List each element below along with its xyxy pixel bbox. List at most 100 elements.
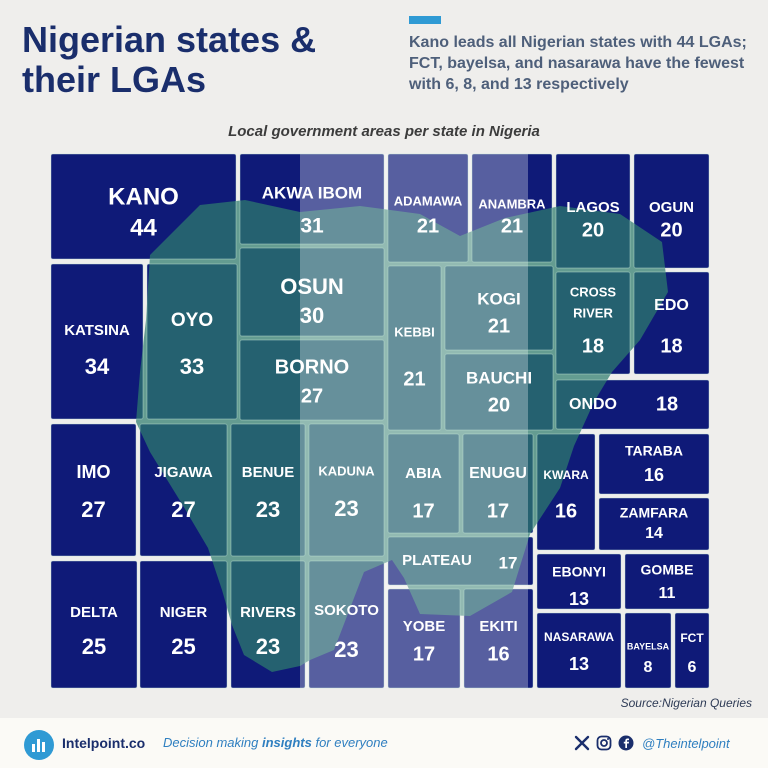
- tile-value-kaduna: 23: [334, 496, 358, 521]
- tile-gombe: [625, 554, 709, 609]
- tile-value-taraba: 16: [644, 465, 664, 485]
- tile-value-katsina: 34: [85, 354, 110, 379]
- tile-label-rivers: RIVERS: [240, 604, 296, 621]
- tile-zamfara: [599, 498, 709, 550]
- tile-value-bauchi: 20: [488, 394, 510, 416]
- tile-value-kogi: 21: [488, 315, 510, 337]
- tile-label-bayelsa: BAYELSA: [627, 641, 670, 651]
- tile-label-ondo: ONDO: [569, 396, 617, 413]
- tile-label-ekiti: EKITI: [479, 618, 517, 635]
- tile-border: [444, 353, 554, 431]
- tile-label-kogi: KOGI: [477, 289, 520, 308]
- tile-border: [555, 379, 710, 430]
- tile-label-anambra: ANAMBRA: [478, 196, 546, 211]
- tile-borders: [50, 153, 710, 689]
- tile-value-rivers: 23: [256, 634, 280, 659]
- tile-value-ogun: 20: [660, 219, 682, 241]
- tile-fct: [675, 613, 709, 688]
- tile-border: [471, 153, 553, 263]
- tile-label-kwara: KWARA: [543, 468, 589, 482]
- x-icon[interactable]: [574, 735, 590, 751]
- social-links: @Theintelpoint: [574, 732, 730, 754]
- page-title: Nigerian states & their LGAs: [22, 19, 317, 100]
- tile-border: [555, 271, 631, 375]
- tile-value-ondo: 18: [656, 393, 678, 415]
- tile-border: [624, 553, 710, 610]
- tile-label-yobe: YOBE: [403, 618, 446, 635]
- tile-border: [239, 153, 385, 245]
- tile-label-lagos: LAGOS: [566, 199, 619, 216]
- tile-value-kano: 44: [130, 214, 157, 241]
- tile-border: [536, 433, 596, 551]
- tile-label-gombe: GOMBE: [641, 562, 694, 578]
- tile-value-kebbi: 21: [403, 368, 425, 390]
- tile-label-edo: EDO: [654, 297, 689, 314]
- tile-label-nasarawa: NASARAWA: [544, 630, 614, 644]
- tile-border: [308, 423, 385, 557]
- tile-border: [387, 536, 534, 586]
- instagram-icon[interactable]: [596, 735, 612, 751]
- tile-border: [146, 263, 238, 420]
- tile-border: [387, 433, 460, 534]
- tile-label-ebonyi: EBONYI: [552, 564, 606, 580]
- tile-label-bauchi: BAUCHI: [466, 368, 532, 387]
- tile-label-katsina: KATSINA: [64, 322, 130, 339]
- tile-value-osun: 30: [300, 303, 324, 328]
- tile-border: [50, 153, 237, 260]
- tile-value-oyo: 33: [180, 354, 204, 379]
- tile-label-taraba: TARABA: [625, 443, 683, 459]
- tile-value-benue: 23: [256, 497, 280, 522]
- tile-border: [139, 423, 228, 557]
- tile-value-sokoto: 23: [334, 637, 358, 662]
- tile-border: [50, 263, 144, 420]
- tile-label-kano: KANO: [108, 183, 179, 210]
- tile-katsina: [51, 264, 143, 419]
- tile-label-delta: DELTA: [70, 604, 118, 621]
- tile-value-borno: 27: [301, 385, 323, 407]
- tile-bayelsa: [625, 613, 671, 688]
- tile-value-edo: 18: [660, 335, 682, 357]
- tile-border: [387, 588, 461, 689]
- tile-value-bayelsa: 8: [644, 659, 653, 676]
- tile-label-cross-river: RIVER: [573, 305, 613, 320]
- chart-title: Local government areas per state in Nige…: [228, 123, 540, 140]
- tile-value-delta: 25: [82, 634, 106, 659]
- tile-value-adamawa: 21: [417, 215, 439, 237]
- tile-label-adamawa: ADAMAWA: [394, 193, 463, 208]
- tile-label-imo: IMO: [77, 462, 111, 482]
- facebook-icon[interactable]: [618, 735, 634, 751]
- tile-value-lagos: 20: [582, 219, 604, 241]
- tile-value-kwara: 16: [555, 500, 577, 522]
- footer: Intelpoint.co Decision making insights f…: [0, 718, 768, 768]
- social-handle[interactable]: @Theintelpoint: [642, 735, 730, 751]
- tile-value-abia: 17: [412, 500, 434, 522]
- tile-label-akwa-ibom: AKWA IBOM: [262, 183, 362, 202]
- nigeria-map-overlay: [136, 154, 668, 688]
- tile-border: [387, 265, 442, 431]
- tile-niger: [140, 561, 227, 688]
- tile-label-benue: BENUE: [242, 464, 295, 481]
- map-shape: [136, 200, 668, 672]
- tile-border: [463, 588, 534, 689]
- tile-label-kaduna: KADUNA: [318, 463, 375, 478]
- tile-delta: [51, 561, 137, 688]
- tile-label-plateau: PLATEAU: [402, 552, 472, 569]
- tagline: Decision making insights for everyone: [163, 735, 388, 750]
- tile-label-niger: NIGER: [160, 604, 208, 621]
- tile-ebonyi: [537, 554, 621, 609]
- tile-value-zamfara: 14: [645, 525, 663, 542]
- tile-label-osun: OSUN: [280, 274, 344, 299]
- tile-border: [633, 271, 710, 375]
- tile-border: [536, 612, 622, 689]
- tile-border: [444, 265, 554, 351]
- tile-border: [139, 560, 228, 689]
- brand-logo-icon: [24, 730, 54, 760]
- tile-imo: [51, 424, 136, 556]
- tile-label-enugu: ENUGU: [469, 465, 527, 482]
- tile-border: [308, 560, 385, 689]
- tile-border: [555, 153, 631, 269]
- tile-value-cross-river: 18: [582, 335, 604, 357]
- brand-name: Intelpoint.co: [62, 735, 146, 751]
- tile-label-borno: BORNO: [275, 356, 349, 378]
